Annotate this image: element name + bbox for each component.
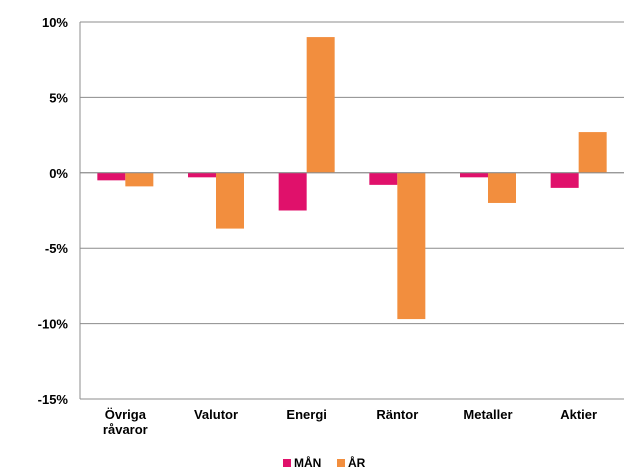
legend: MÅN ÅR [283,455,366,470]
bar-mån-5 [460,172,488,178]
bar-år-4 [397,172,426,320]
bar-år-5 [488,172,516,203]
legend-label-mån: MÅN [294,455,321,470]
legend-swatch-år [337,459,345,467]
bar-mån-6 [550,172,579,188]
y-tick-label: -10% [38,317,69,332]
y-axis-tick-labels: 10% 5% 0% -5% -10% -15% [38,15,69,407]
legend-label-år: ÅR [348,455,366,470]
x-tick-label: Räntor [376,407,418,422]
legend-swatch-mån [283,459,291,467]
x-tick-label: Aktier [560,407,597,422]
bar-mån-2 [188,172,216,178]
x-tick-label: råvaror [103,422,148,437]
bar-mån-4 [369,172,398,185]
x-tick-label: Övriga [105,407,147,422]
x-tick-label: Energi [286,407,326,422]
x-tick-label: Valutor [194,407,238,422]
gridlines [80,21,624,400]
y-tick-label: 10% [42,15,68,30]
y-tick-label: -15% [38,392,69,407]
bar-mån-3 [278,172,307,211]
axes [79,22,624,399]
y-tick-label: -5% [45,241,69,256]
bar-mån-1 [97,172,126,181]
bar-år-6 [578,132,607,173]
bar-år-2 [216,172,244,229]
bar-år-1 [125,172,154,187]
y-tick-label: 0% [49,166,68,181]
bars [97,37,607,320]
y-tick-label: 5% [49,90,68,105]
x-tick-label: Metaller [463,407,512,422]
bar-år-3 [306,37,335,173]
